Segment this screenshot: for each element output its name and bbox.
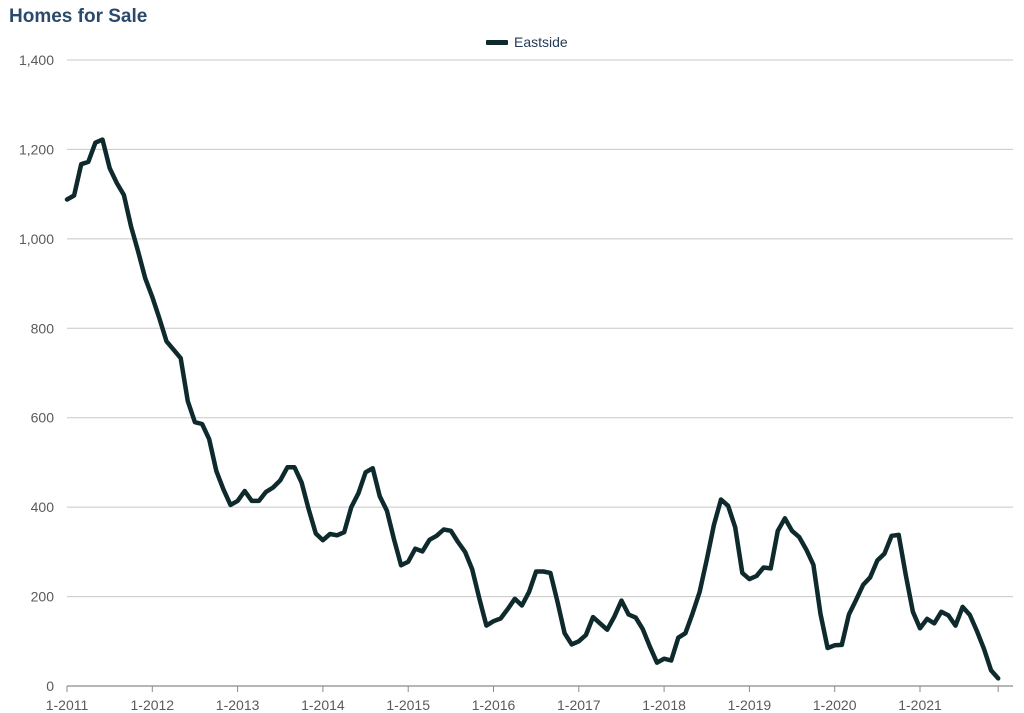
y-tick-label: 1,200 (19, 141, 54, 157)
x-tick-label: 1-2013 (216, 697, 260, 713)
x-tick-label: 1-2014 (301, 697, 345, 713)
legend-label-eastside: Eastside (514, 34, 568, 50)
x-tick-label: 1-2012 (131, 697, 175, 713)
y-tick-label: 800 (31, 320, 55, 336)
x-tick-label: 1-2018 (642, 697, 686, 713)
x-tick-label: 1-2015 (386, 697, 430, 713)
legend-swatch-eastside (486, 39, 508, 45)
y-tick-label: 200 (31, 589, 55, 605)
y-tick-label: 1,400 (19, 52, 54, 68)
x-tick-label: 1-2020 (813, 697, 857, 713)
chart-title: Homes for Sale (9, 6, 148, 27)
legend: Eastside (486, 34, 568, 50)
y-tick-label: 1,000 (19, 231, 54, 247)
series-line-eastside (64, 137, 1001, 681)
x-tick-label: 1-2021 (898, 697, 942, 713)
y-tick-label: 600 (31, 410, 55, 426)
y-tick-label: 400 (31, 499, 55, 515)
x-tick-label: 1-2016 (472, 697, 516, 713)
x-tick-label: 1-2019 (728, 697, 772, 713)
y-tick-label: 0 (46, 678, 54, 694)
x-tick-label: 1-2017 (557, 697, 601, 713)
x-tick-label: 1-2011 (46, 697, 89, 713)
